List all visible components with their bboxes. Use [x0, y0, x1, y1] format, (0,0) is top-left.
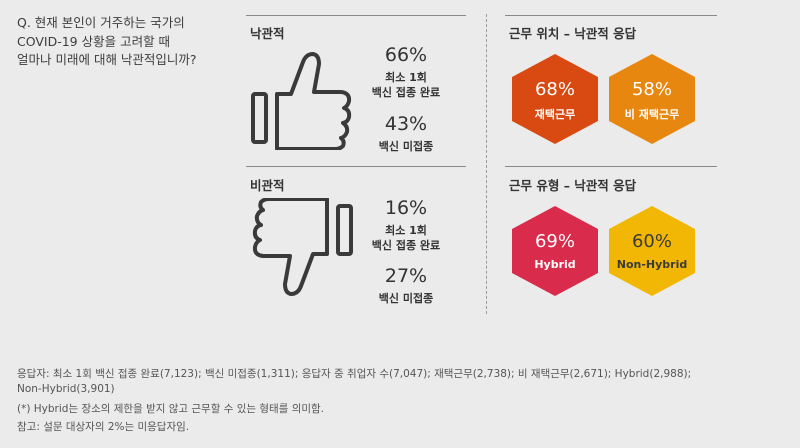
- footnote-line-2: Non-Hybrid(3,901): [17, 383, 115, 395]
- pessimistic-vaccinated-label-2: 백신 접종 완료: [371, 239, 441, 252]
- thumbs-up-icon: [247, 48, 357, 154]
- type-title: 근무 유형 – 낙관적 응답: [509, 178, 637, 193]
- optimistic-vaccinated-label-2: 백신 접종 완료: [371, 86, 441, 99]
- remote-pct: 68%: [534, 79, 575, 100]
- nonhybrid-hexagon: 60% Non-Hybrid: [607, 205, 697, 297]
- optimistic-vaccinated-label: 최소 1회 백신 접종 완료: [351, 70, 461, 100]
- nonremote-pct: 58%: [631, 79, 672, 100]
- question-line-1: Q. 현재 본인이 거주하는 국가의: [17, 15, 185, 30]
- hybrid-pct: 69%: [534, 231, 575, 252]
- pessimistic-unvaccinated-label: 백신 미접종: [378, 292, 434, 305]
- location-top-rule: [505, 15, 717, 16]
- optimistic-vaccinated-label-1: 최소 1회: [385, 71, 427, 84]
- question-line-2: COVID-19 상황을 고려할 때: [17, 33, 171, 49]
- pessimistic-vaccinated-label: 최소 1회 백신 접종 완료: [351, 223, 461, 253]
- nonhybrid-pct: 60%: [631, 231, 672, 252]
- pessimistic-vaccinated-pct: 16%: [384, 197, 428, 219]
- nonremote-label: 비 재택근무: [624, 108, 680, 121]
- question-text: Q. 현재 본인이 거주하는 국가의 COVID-19 상황을 고려할 때 얼마…: [17, 14, 237, 70]
- thumbs-down-icon: [247, 197, 357, 304]
- pessimistic-vaccinated-label-1: 최소 1회: [385, 224, 427, 237]
- footnote-line-1: 응답자: 최소 1회 백신 접종 완료(7,123); 백신 미접종(1,311…: [17, 368, 692, 380]
- pessimistic-unvaccinated-pct: 27%: [384, 265, 428, 287]
- footnote-note: 참고: 설문 대상자의 2%는 미응답자임.: [17, 421, 190, 433]
- optimistic-unvaccinated-label: 백신 미접종: [378, 140, 434, 153]
- optimistic-title: 낙관적: [250, 26, 285, 41]
- pessimistic-title: 비관적: [250, 178, 285, 193]
- optimistic-unvaccinated-pct: 43%: [384, 113, 428, 135]
- section-divider: [486, 14, 487, 314]
- remote-hexagon: 68% 재택근무: [510, 53, 600, 145]
- footnote-hybrid-definition: (*) Hybrid는 장소의 제한을 받지 않고 근무할 수 있는 형태를 의…: [17, 403, 325, 415]
- pessimistic-top-rule: [246, 166, 466, 167]
- remote-label: 재택근무: [534, 108, 576, 121]
- footnote-respondents: 응답자: 최소 1회 백신 접종 완료(7,123); 백신 미접종(1,311…: [17, 367, 691, 397]
- type-top-rule: [505, 166, 717, 167]
- hybrid-label: Hybrid: [534, 258, 576, 271]
- hybrid-hexagon: 69% Hybrid: [510, 205, 600, 297]
- optimistic-top-rule: [246, 15, 466, 16]
- nonremote-hexagon: 58% 비 재택근무: [607, 53, 697, 145]
- location-title: 근무 위치 – 낙관적 응답: [509, 26, 637, 41]
- optimistic-vaccinated-pct: 66%: [384, 44, 428, 66]
- nonhybrid-label: Non-Hybrid: [616, 258, 688, 271]
- question-line-3: 얼마나 미래에 대해 낙관적입니까?: [17, 52, 197, 67]
